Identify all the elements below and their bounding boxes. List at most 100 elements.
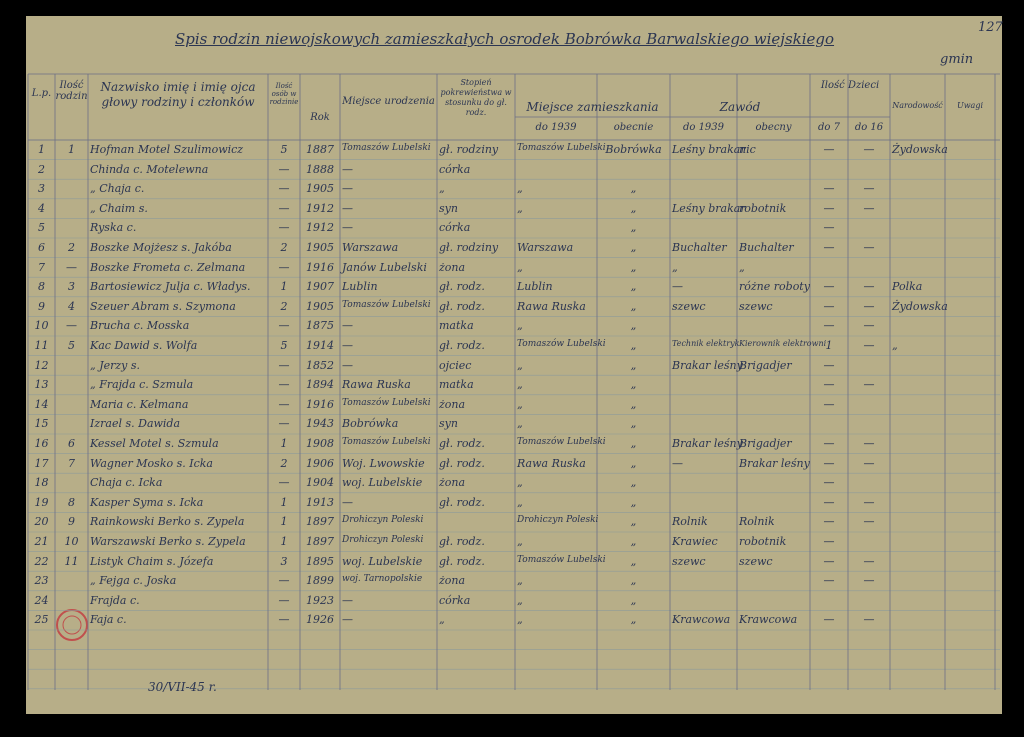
table-cell: „ bbox=[630, 358, 637, 372]
table-cell: 1897 bbox=[306, 515, 334, 529]
table-cell: „ bbox=[517, 319, 523, 333]
table-cell: 8 bbox=[38, 280, 45, 294]
table-cell: szewc bbox=[739, 554, 773, 568]
table-cell: — bbox=[823, 241, 835, 254]
table-cell: Tomaszów Lubelski bbox=[342, 397, 431, 408]
table-cell: robotnik bbox=[739, 535, 787, 548]
paper-sheet bbox=[26, 16, 1002, 714]
table-cell: 1916 bbox=[306, 260, 334, 274]
table-cell: 1914 bbox=[306, 339, 334, 352]
table-cell: — bbox=[823, 495, 835, 509]
table-cell: Szeuer Abram s. Szymona bbox=[90, 299, 236, 313]
table-cell: — bbox=[823, 319, 835, 333]
header-cell: obecny bbox=[755, 122, 792, 133]
table-cell: 1899 bbox=[306, 574, 334, 588]
table-cell: 24 bbox=[34, 593, 49, 607]
table-cell: „ bbox=[630, 241, 637, 254]
table-cell: 14 bbox=[34, 397, 49, 411]
table-cell: Brakar leśny bbox=[672, 437, 743, 450]
table-cell: 1926 bbox=[306, 613, 334, 627]
table-cell: 1887 bbox=[306, 143, 334, 156]
table-cell: żona bbox=[439, 476, 466, 490]
table-cell: gł. rodziny bbox=[439, 143, 499, 156]
table-cell: — bbox=[863, 299, 875, 313]
table-cell: 11 bbox=[64, 554, 79, 568]
table-cell: — bbox=[66, 260, 77, 274]
table-cell: Rolnik bbox=[739, 515, 775, 529]
table-cell: gł. rodz. bbox=[439, 299, 485, 313]
table-cell: 1 bbox=[68, 143, 75, 156]
table-cell: — bbox=[863, 201, 875, 215]
table-cell: ojciec bbox=[439, 358, 472, 372]
table-cell: — bbox=[823, 358, 835, 372]
table-cell: Buchalter bbox=[672, 241, 727, 254]
table-cell: 2 bbox=[68, 241, 75, 254]
table-cell: 17 bbox=[34, 456, 49, 470]
table-cell: „ bbox=[630, 574, 637, 588]
table-cell: Żydowska bbox=[892, 299, 948, 313]
table-cell: 3 bbox=[280, 554, 288, 568]
table-cell: Kac Dawid s. Wolfa bbox=[90, 339, 198, 352]
header-cell: do 7 bbox=[818, 122, 840, 133]
table-cell: 11 bbox=[34, 339, 49, 352]
table-cell: Bobrówka bbox=[605, 143, 662, 156]
table-cell: „ bbox=[517, 535, 523, 548]
title: Spis rodzin niewojskowych zamieszkałych … bbox=[175, 30, 835, 48]
table-cell: — bbox=[823, 437, 835, 450]
table-cell: — bbox=[863, 339, 875, 352]
table-cell: Lublin bbox=[342, 280, 378, 294]
table-cell: gł. rodziny bbox=[439, 241, 499, 254]
table-cell: — bbox=[863, 495, 875, 509]
table-cell: „ bbox=[739, 260, 745, 274]
header-cell: Uwagi bbox=[956, 101, 984, 110]
table-cell: 1905 bbox=[306, 241, 334, 254]
table-cell: Rawa Ruska bbox=[342, 378, 411, 392]
table-cell: Chaja c. Icka bbox=[90, 476, 163, 490]
table-cell: — bbox=[823, 476, 835, 490]
table-cell: „ Chaim s. bbox=[90, 201, 148, 215]
table-cell: Krawcowa bbox=[672, 613, 731, 627]
table-cell: 1943 bbox=[306, 417, 334, 431]
table-cell: „ bbox=[517, 378, 523, 392]
table-cell: „ bbox=[630, 397, 637, 411]
header-cell: do 16 bbox=[854, 122, 884, 133]
table-cell: Tomaszów Lubelski bbox=[517, 437, 606, 447]
table-cell: 2 bbox=[280, 241, 288, 254]
table-cell: 1 bbox=[280, 495, 288, 509]
table-cell: Brucha c. Mosska bbox=[90, 319, 190, 333]
table-cell: „ bbox=[630, 554, 637, 568]
table-cell: „ bbox=[630, 299, 637, 313]
table-cell: — bbox=[823, 378, 835, 392]
table-cell: Izrael s. Dawida bbox=[90, 417, 181, 431]
table-cell: gł. rodz. bbox=[439, 554, 485, 568]
table-cell: — bbox=[342, 162, 353, 176]
table-cell: 9 bbox=[68, 515, 75, 529]
header-cell: do 1939 bbox=[682, 122, 725, 133]
table-cell: „ bbox=[630, 182, 637, 196]
header-cell: Narodowość bbox=[892, 101, 943, 110]
table-cell: — bbox=[342, 182, 353, 196]
table-cell: 1 bbox=[280, 280, 288, 294]
table-cell: 23 bbox=[34, 574, 49, 588]
table-cell: — bbox=[863, 182, 875, 196]
table-cell: 20 bbox=[34, 515, 49, 529]
table-cell: — bbox=[823, 182, 835, 196]
table-cell: „ bbox=[630, 221, 637, 235]
table-cell: 15 bbox=[34, 417, 49, 431]
table-cell: 1908 bbox=[306, 437, 334, 450]
header-cell: obecnie bbox=[613, 122, 654, 133]
table-cell: Brigadjer bbox=[739, 437, 792, 450]
table-cell: Polka bbox=[892, 280, 923, 294]
table-cell: żona bbox=[439, 260, 466, 274]
table-cell: — bbox=[863, 456, 875, 470]
table-cell: — bbox=[342, 221, 353, 235]
table-cell: Bartosiewicz Julja c. Władys. bbox=[90, 280, 251, 294]
table-cell: „ bbox=[672, 260, 678, 274]
table-cell: 1875 bbox=[306, 319, 334, 333]
table-cell: woj. Lubelskie bbox=[342, 476, 423, 490]
table-cell: Warszawa bbox=[342, 241, 399, 254]
table-cell: — bbox=[863, 437, 875, 450]
table-cell: Bobrówka bbox=[342, 417, 399, 431]
table-cell: 1913 bbox=[306, 495, 334, 509]
